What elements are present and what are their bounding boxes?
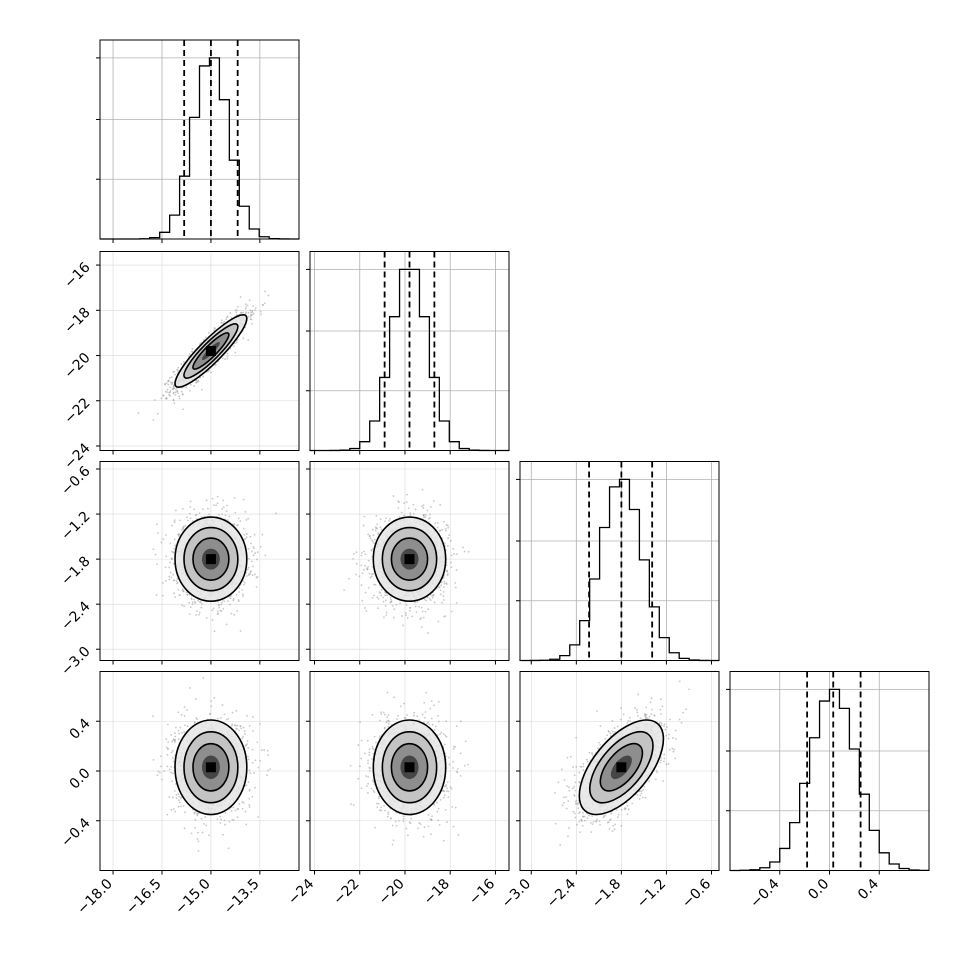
scatter-points [349, 691, 469, 846]
histogram-step [519, 478, 720, 662]
x-tick-label: −3.0 [499, 876, 534, 911]
y-tick-label: −0.4 [58, 815, 93, 850]
contour-line [192, 742, 230, 792]
contour-line [174, 516, 248, 602]
histogram-step [729, 688, 930, 872]
contour-line [372, 719, 447, 816]
x-tick-label: −1.8 [589, 876, 624, 911]
panel-frame [99, 461, 300, 661]
histogram-panel-1 [306, 251, 510, 455]
contour-line [578, 719, 665, 816]
x-tick-label: −0.6 [679, 876, 714, 911]
scatter-points [553, 680, 691, 846]
panel-frame [309, 251, 510, 451]
contour-line [381, 526, 438, 592]
scatter-panel-2-0: −3.0 −2.4 −1.8 −1.2 −0.6 [58, 461, 300, 679]
x-tick-label: −20 [376, 876, 408, 908]
y-tick-label: −3.0 [58, 644, 93, 679]
contour-line [183, 731, 239, 804]
contour-line [390, 742, 429, 792]
x-tick-label: −1.2 [634, 876, 669, 911]
scatter-points [343, 488, 470, 634]
scatter-points [152, 495, 277, 633]
density-peak [205, 554, 216, 565]
y-tick-label: 0.4 [67, 716, 94, 743]
x-tick-label: −16.5 [123, 876, 165, 918]
scatter-panel-2-1 [306, 461, 510, 665]
x-tick-label: −16 [466, 876, 498, 908]
panel-frame [309, 461, 510, 661]
scatter-points [152, 677, 271, 852]
panel-frame [99, 39, 300, 240]
histogram-panel-3: −0.4 0.0 0.4 [726, 671, 930, 911]
y-tick-label: 0.0 [67, 765, 94, 792]
y-tick-label: −1.8 [58, 553, 93, 588]
y-tick-label: −1.2 [58, 508, 93, 543]
scatter-points [137, 290, 270, 421]
contour-line [174, 719, 248, 816]
x-tick-label: −22 [330, 876, 362, 908]
histogram-step [100, 57, 300, 240]
contour-line [183, 323, 239, 379]
contour-line [183, 526, 239, 592]
scatter-panel-3-1: −24 −22 −20 −18 −16 [285, 671, 510, 908]
density-peak [205, 346, 216, 356]
contour-line [381, 731, 438, 804]
x-tick-label: −24 [285, 876, 317, 908]
x-tick-label: −2.4 [544, 876, 579, 911]
density-peak [404, 762, 415, 773]
y-tick-label: −2.4 [58, 598, 93, 633]
density-peak [404, 554, 415, 565]
x-tick-label: −18 [421, 876, 453, 908]
histogram-panel-2 [516, 461, 720, 665]
y-tick-label: −16 [61, 259, 93, 291]
x-tick-label: −18.0 [74, 876, 116, 918]
scatter-panel-3-2: −3.0 −2.4 −1.8 −1.2 −0.6 [499, 671, 720, 911]
density-peak [616, 762, 627, 773]
density-peak [205, 762, 216, 773]
panel-frame [519, 461, 720, 661]
contour-line [599, 742, 644, 792]
y-tick-label: −20 [61, 350, 93, 382]
y-tick-label: −22 [61, 395, 93, 427]
contour-line [174, 314, 248, 388]
contour-line [390, 537, 429, 581]
x-tick-label: −15.0 [172, 876, 214, 918]
x-tick-label: −0.4 [747, 876, 782, 911]
x-tick-label: 0.4 [855, 876, 882, 903]
x-tick-label: 0.0 [805, 876, 832, 903]
contour-line [589, 731, 654, 804]
x-tick-label: −13.5 [221, 876, 263, 918]
panel-frame [99, 251, 300, 451]
histogram-panel-0 [96, 39, 300, 243]
contour-line [372, 516, 447, 602]
contour-line [192, 537, 230, 581]
scatter-panel-3-0: −18.0 −16.5 −15.0 −13.5 −0.4 0.0 0.4 [58, 671, 300, 918]
y-tick-label: −18 [61, 305, 93, 337]
scatter-panel-1-0: −24−22−20−18−16 [61, 251, 300, 473]
y-tick-label: −0.6 [58, 463, 93, 498]
